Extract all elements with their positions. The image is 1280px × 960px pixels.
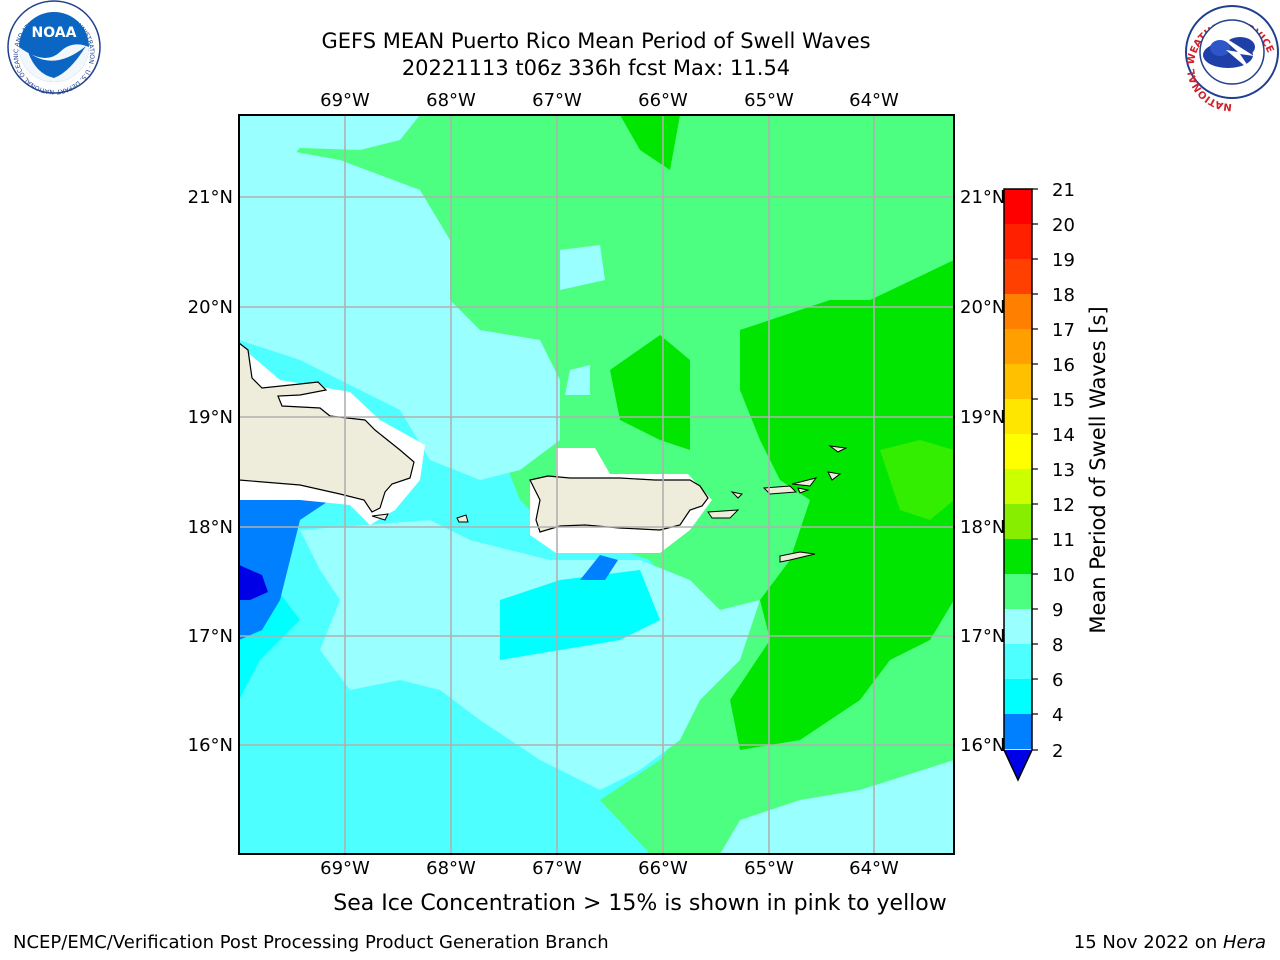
colorbar-tick: 21 <box>1052 180 1075 201</box>
dr-islet <box>371 513 389 521</box>
colorbar-tick: 20 <box>1052 215 1075 236</box>
colorbar-bin-2-4 <box>1004 714 1032 750</box>
colorbar-tick: 10 <box>1052 565 1075 586</box>
footer-date: 15 Nov 2022 on Hera <box>1074 932 1266 953</box>
contour-8-9s-mid <box>560 245 605 290</box>
colorbar-tick: 4 <box>1052 705 1063 726</box>
footer-machine: Hera <box>1222 932 1266 953</box>
lat-label-left: 18°N <box>188 517 233 538</box>
colorbar-under-triangle <box>1004 750 1032 780</box>
lon-label-top: 66°W <box>638 90 688 111</box>
contour-10-11s-east <box>610 335 690 450</box>
colorbar-bin-10-11 <box>1004 539 1032 575</box>
contour-lt2s <box>239 565 268 600</box>
lat-label-right: 19°N <box>960 407 1005 428</box>
contour-8-9s-top <box>239 115 420 190</box>
colorbar-tick: 6 <box>1052 670 1063 691</box>
colorbar-bin-4-6 <box>1004 679 1032 715</box>
colorbar-tick: 2 <box>1052 741 1063 762</box>
chart-subtitle: 20221113 t06z 336h fcst Max: 11.54 <box>401 56 791 80</box>
colorbar-bin-19-20 <box>1004 224 1032 260</box>
colorbar-bin-17-18 <box>1004 294 1032 330</box>
contour-2-4s-pr <box>580 555 618 580</box>
lat-label-right: 18°N <box>960 517 1005 538</box>
colorbar-tick: 9 <box>1052 600 1063 621</box>
colorbar-bin-12-13 <box>1004 469 1032 505</box>
lat-label-left: 16°N <box>188 735 233 756</box>
contour-11-12s <box>880 440 954 520</box>
colorbar-bin-8-9 <box>1004 609 1032 645</box>
colorbar-tick: 17 <box>1052 320 1075 341</box>
svg-text:NOAA: NOAA <box>32 25 77 41</box>
footer-credit: NCEP/EMC/Verification Post Processing Pr… <box>13 932 609 953</box>
chart-title: GEFS MEAN Puerto Rico Mean Period of Swe… <box>321 29 871 53</box>
colorbar-bin-14-15 <box>1004 399 1032 435</box>
colorbar-tick: 19 <box>1052 250 1075 271</box>
colorbar-bin-13-14 <box>1004 434 1032 470</box>
mona-island <box>456 514 469 523</box>
lat-label-right: 20°N <box>960 297 1005 318</box>
lat-label-left: 17°N <box>188 626 233 647</box>
map-frame <box>238 114 955 855</box>
culebra <box>730 491 744 499</box>
colorbar-label: Mean Period of Swell Waves [s] <box>1086 306 1110 633</box>
colorbar-tick: 15 <box>1052 390 1075 411</box>
colorbar-tick: 13 <box>1052 460 1075 481</box>
lon-label-top: 64°W <box>849 90 899 111</box>
colorbar: 21 20 19 18 17 16 15 14 13 12 11 10 9 8 … <box>1003 180 1110 782</box>
colorbar-bin-11-12 <box>1004 504 1032 540</box>
lon-label-bottom: 66°W <box>638 858 688 879</box>
lat-label-right: 17°N <box>960 626 1005 647</box>
footer-date-text: 15 Nov 2022 on <box>1073 932 1223 953</box>
lat-label-left: 19°N <box>188 407 233 428</box>
noaa-logo: NATIONAL OCEANIC AND ATMOSPHERIC ADMINIS… <box>0 0 101 95</box>
lat-label-right: 21°N <box>960 187 1005 208</box>
colorbar-bin-9-10 <box>1004 574 1032 610</box>
colorbar-tick: 8 <box>1052 635 1063 656</box>
colorbar-tick: 11 <box>1052 530 1075 551</box>
contour-10-11s-north <box>620 115 680 170</box>
contour-8-9s-north <box>239 115 560 480</box>
colorbar-bin-18-19 <box>1004 259 1032 295</box>
contour-6-8s-mid <box>500 570 660 660</box>
colorbar-tick: 16 <box>1052 355 1075 376</box>
lon-label-top: 65°W <box>744 90 794 111</box>
lat-label-right: 16°N <box>960 735 1005 756</box>
lat-label-left: 21°N <box>188 187 233 208</box>
lon-label-bottom: 69°W <box>320 858 370 879</box>
lon-label-bottom: 67°W <box>532 858 582 879</box>
lon-label-bottom: 65°W <box>744 858 794 879</box>
lon-label-bottom: 64°W <box>849 858 899 879</box>
contour-10-11s-se <box>730 260 954 750</box>
vieques <box>707 509 740 519</box>
sea-ice-note: Sea Ice Concentration > 15% is shown in … <box>333 891 947 916</box>
colorbar-outline <box>1003 188 1033 782</box>
colorbar-bin-16-17 <box>1004 329 1032 365</box>
lon-label-bottom: 68°W <box>426 858 476 879</box>
lon-label-top: 68°W <box>426 90 476 111</box>
graticule <box>239 115 954 854</box>
virgin-islands <box>762 445 848 495</box>
colorbar-tick: 18 <box>1052 285 1075 306</box>
contour-2-4s <box>239 500 330 640</box>
hispaniola <box>239 342 415 513</box>
colorbar-bin-15-16 <box>1004 364 1032 400</box>
lat-label-left: 20°N <box>188 297 233 318</box>
contour-8-9s-pr <box>565 365 590 395</box>
colorbar-tick: 12 <box>1052 495 1075 516</box>
colorbar-bin-20-21 <box>1004 189 1032 225</box>
nws-logo: NATIONAL WEATHER SERVICE <box>1185 5 1279 112</box>
colorbar-tick: 14 <box>1052 425 1075 446</box>
contour-8-9s-se <box>720 760 954 854</box>
lon-label-top: 67°W <box>532 90 582 111</box>
swell-period-contours <box>239 115 954 854</box>
colorbar-bin-6-8 <box>1004 644 1032 680</box>
st-croix <box>779 551 816 563</box>
lon-label-top: 69°W <box>320 90 370 111</box>
